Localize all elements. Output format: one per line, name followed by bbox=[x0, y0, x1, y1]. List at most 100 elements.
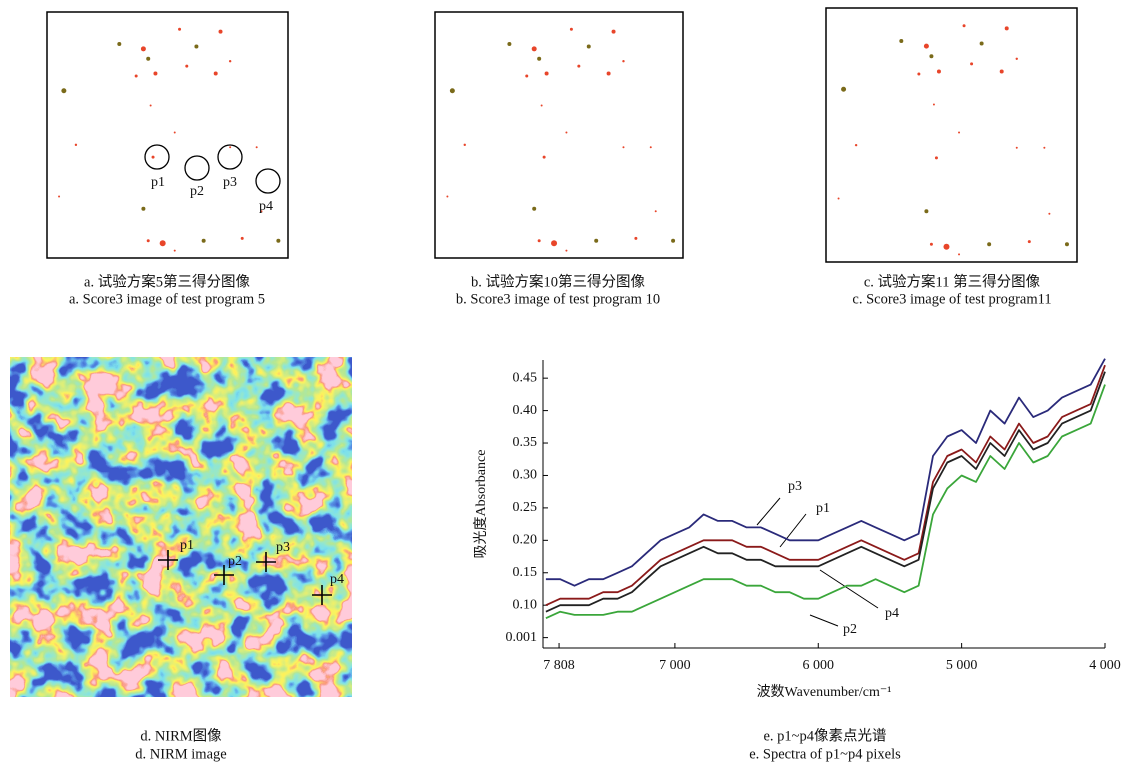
y-tick-label: 0.001 bbox=[506, 630, 538, 645]
x-axis-label: 波数Wavenumber/cm⁻¹ bbox=[757, 684, 892, 700]
score-dot bbox=[1027, 240, 1031, 244]
score-image-c bbox=[825, 7, 1078, 263]
y-tick-label: 0.45 bbox=[513, 370, 538, 385]
y-tick-label: 0.25 bbox=[513, 500, 538, 515]
series-annotation: p4 bbox=[885, 606, 899, 621]
score-dot bbox=[276, 238, 281, 243]
score-dot bbox=[58, 195, 61, 198]
score-dot bbox=[201, 238, 206, 243]
point-label: p2 bbox=[228, 554, 242, 569]
score-dot bbox=[958, 253, 961, 256]
score-dot bbox=[837, 197, 840, 200]
y-tick-label: 0.10 bbox=[513, 597, 538, 612]
score-dot bbox=[1004, 26, 1009, 31]
score-dot bbox=[542, 155, 546, 159]
spectrum-line bbox=[545, 364, 1106, 607]
caption: a. Score3 image of test program 5 bbox=[69, 291, 265, 307]
series-annotation: p3 bbox=[788, 479, 802, 494]
score-dot bbox=[117, 41, 122, 46]
score-dot bbox=[260, 210, 263, 213]
caption: e. p1~p4像素点光谱 bbox=[763, 727, 886, 744]
point-label: p4 bbox=[259, 199, 273, 214]
score-dot bbox=[606, 71, 611, 76]
score-image-a bbox=[46, 11, 289, 259]
score-dot bbox=[463, 143, 466, 147]
score-dot bbox=[141, 206, 146, 211]
score-dot bbox=[134, 74, 138, 78]
y-tick-label: 0.40 bbox=[513, 403, 538, 418]
score-dot bbox=[153, 71, 158, 76]
nirm-image bbox=[10, 357, 352, 697]
caption: c. Score3 image of test program11 bbox=[852, 291, 1051, 307]
score-dot bbox=[929, 54, 934, 59]
caption: d. NIRM image bbox=[135, 746, 226, 762]
score-dot bbox=[151, 155, 155, 159]
score-dot bbox=[929, 242, 933, 246]
score-dot bbox=[185, 64, 189, 68]
score-dot bbox=[61, 88, 67, 94]
score-dot bbox=[146, 56, 151, 61]
point-label: p4 bbox=[330, 572, 344, 587]
score-dot bbox=[970, 62, 974, 66]
y-tick-label: 0.30 bbox=[513, 468, 538, 483]
score-dot bbox=[159, 240, 166, 247]
score-dot bbox=[255, 146, 258, 149]
score-dot bbox=[923, 43, 929, 49]
score-dot bbox=[446, 195, 449, 198]
score-dot bbox=[987, 242, 992, 247]
score-dot bbox=[507, 41, 512, 46]
score-dot bbox=[531, 46, 537, 52]
point-label: p2 bbox=[190, 184, 204, 199]
score-dot bbox=[240, 236, 244, 240]
score-dot bbox=[611, 29, 616, 34]
score-dot bbox=[544, 71, 549, 76]
caption: a. 试验方案5第三得分图像 bbox=[84, 272, 250, 290]
score-dot bbox=[594, 238, 599, 243]
y-tick-label: 0.20 bbox=[513, 533, 538, 548]
score-dot bbox=[149, 104, 152, 107]
score-image-b bbox=[434, 11, 684, 259]
point-label: p3 bbox=[223, 175, 237, 190]
score-dot bbox=[936, 69, 941, 74]
caption: b. Score3 image of test program 10 bbox=[456, 291, 660, 307]
caption: d. NIRM图像 bbox=[140, 727, 222, 744]
caption: e. Spectra of p1~p4 pixels bbox=[749, 746, 901, 762]
score-dot bbox=[1048, 212, 1051, 215]
score-dot bbox=[924, 209, 929, 214]
score-dot bbox=[449, 88, 455, 94]
score-dot bbox=[979, 41, 984, 46]
score-dot bbox=[671, 238, 676, 243]
score-dot bbox=[999, 69, 1004, 74]
score-dot bbox=[899, 39, 904, 44]
score-dot bbox=[634, 236, 638, 240]
score-dot bbox=[228, 60, 232, 63]
spectrum-line bbox=[545, 358, 1106, 587]
score-dot bbox=[962, 24, 966, 28]
caption: c. 试验方案11 第三得分图像 bbox=[864, 272, 1041, 290]
point-label: p1 bbox=[151, 175, 165, 190]
score-dot bbox=[532, 206, 537, 211]
score-dot bbox=[525, 74, 529, 78]
score-dot bbox=[229, 146, 232, 149]
score-dot bbox=[565, 131, 568, 134]
score-dot bbox=[1015, 57, 1018, 60]
score-dot bbox=[622, 60, 625, 63]
score-dot bbox=[1015, 146, 1018, 149]
score-dot bbox=[841, 86, 847, 92]
score-dot bbox=[943, 243, 950, 250]
score-dots bbox=[58, 24, 1069, 256]
score-dot bbox=[917, 72, 921, 76]
y-axis-label: 吸光度Absorbance bbox=[473, 450, 489, 559]
score-dot bbox=[537, 239, 541, 243]
pixel-markers bbox=[144, 144, 879, 627]
score-dot bbox=[934, 156, 938, 160]
score-dot bbox=[649, 146, 652, 149]
score-dot bbox=[654, 210, 657, 213]
score-dot bbox=[146, 239, 150, 243]
score-dot bbox=[586, 44, 591, 49]
score-dot bbox=[540, 104, 543, 107]
score-dot bbox=[218, 29, 223, 34]
score-dot bbox=[854, 143, 858, 147]
score-dot bbox=[932, 103, 935, 106]
